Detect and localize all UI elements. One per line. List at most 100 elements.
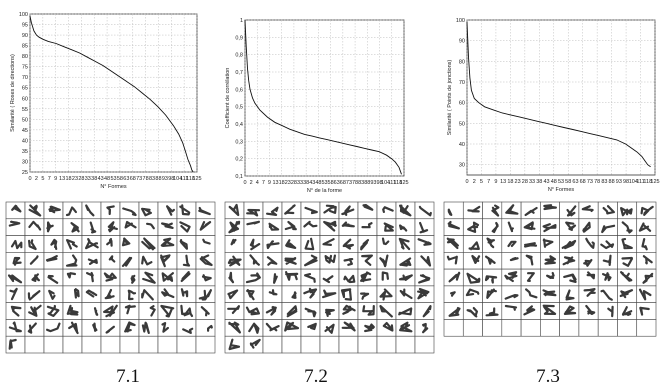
x-tick-label: 125 — [399, 180, 408, 186]
shape-glyph — [485, 307, 499, 317]
shape-glyph — [341, 221, 355, 228]
x-tick-label: 28 — [78, 176, 84, 182]
x-tick-label: 13 — [273, 180, 279, 186]
shape-cell — [62, 268, 83, 287]
y-tick-label: 95 — [22, 23, 28, 29]
shape-glyph — [93, 307, 99, 316]
shape-glyph — [46, 221, 54, 233]
shape-glyph — [124, 321, 136, 333]
shape-glyph — [228, 220, 241, 234]
shape-cell — [462, 235, 483, 253]
shape-glyph — [398, 307, 413, 316]
shape-cell — [62, 201, 83, 220]
shape-glyph — [621, 256, 634, 267]
shape-glyph — [102, 304, 118, 318]
shape-cell — [636, 319, 657, 337]
shape-glyph — [202, 238, 211, 245]
shape-glyph — [448, 306, 461, 317]
shape-cell — [5, 201, 26, 220]
shape-glyph — [639, 306, 650, 316]
shape-cell — [43, 335, 64, 354]
x-tick-label: 88 — [609, 179, 615, 185]
shape-cell — [262, 335, 283, 354]
shape-glyph — [28, 239, 37, 251]
shape-glyph — [182, 254, 191, 267]
shape-cell — [81, 302, 102, 320]
shape-cell — [482, 235, 503, 253]
shape-glyph — [182, 327, 194, 334]
shape-glyph — [70, 222, 80, 233]
shape-glyph — [228, 271, 235, 284]
y-tick-label: 100 — [456, 18, 465, 24]
shape-glyph — [448, 271, 461, 283]
shape-cell — [24, 319, 45, 337]
shape-glyph — [563, 305, 577, 315]
shape-glyph — [523, 221, 536, 231]
x-tick-label: 63 — [334, 180, 340, 186]
shape-grid — [443, 201, 657, 337]
shape-glyph — [341, 205, 355, 216]
shape-cell — [281, 335, 302, 354]
shape-cell — [43, 268, 64, 287]
x-tick-label: 73 — [587, 179, 593, 185]
y-tick-label: 40 — [22, 138, 28, 144]
shape-glyph — [638, 222, 652, 232]
shape-cell — [520, 319, 541, 337]
shape-cell — [443, 302, 464, 320]
shape-glyph — [87, 258, 98, 265]
shape-glyph — [542, 223, 557, 233]
x-tick-label: 118 — [393, 180, 402, 186]
shape-glyph — [124, 220, 137, 229]
x-tick-label: 78 — [143, 176, 149, 182]
shape-cell — [559, 201, 580, 220]
shape-glyph — [227, 305, 240, 314]
shape-cell — [224, 335, 245, 354]
shape-glyph — [361, 254, 373, 266]
shape-glyph — [619, 207, 633, 217]
shape-cell — [5, 335, 26, 354]
shape-grid — [224, 201, 435, 354]
shape-glyph — [422, 322, 429, 334]
x-tick-label: 58 — [565, 179, 571, 185]
shape-cell — [24, 235, 45, 253]
x-tick-label: 43 — [98, 176, 104, 182]
shape-glyph — [7, 274, 23, 284]
x-tick-label: 104 — [629, 179, 638, 185]
shape-glyph — [10, 305, 22, 317]
shape-glyph — [621, 221, 633, 234]
shape-glyph — [524, 288, 538, 299]
x-tick-label: 93 — [616, 179, 622, 185]
shape-glyph — [619, 289, 634, 299]
shape-glyph — [466, 272, 481, 284]
shape-glyph — [160, 237, 175, 247]
x-tick-label: 48 — [551, 179, 557, 185]
y-tick-label: 100 — [19, 12, 28, 18]
shape-cell — [617, 252, 638, 270]
shape-glyph — [249, 254, 260, 266]
shape-glyph — [265, 305, 277, 316]
series-line — [466, 22, 651, 168]
shape-glyph — [585, 304, 596, 315]
shape-glyph — [122, 207, 137, 217]
shape-glyph — [447, 208, 453, 216]
x-tick-label: 43 — [543, 179, 549, 185]
x-tick-label: 2 — [250, 180, 253, 186]
shape-glyph — [284, 220, 297, 231]
shape-glyph — [28, 204, 42, 217]
shape-glyph — [484, 275, 498, 284]
shape-glyph — [543, 204, 558, 211]
y-tick-label: 0,2 — [235, 157, 243, 163]
x-tick-label: 23 — [285, 180, 291, 186]
shape-cell — [338, 268, 359, 287]
x-tick-label: 18 — [65, 176, 71, 182]
series-line — [244, 19, 402, 175]
shape-cell — [617, 302, 638, 320]
shape-glyph — [325, 308, 335, 317]
shape-glyph — [303, 220, 318, 228]
shape-cell — [501, 302, 522, 320]
chart-7.3: 30 40 50 60 70 80 90 100 0 2 5 7 9 13 18 23 28 33 38 43 48 53… — [443, 18, 660, 387]
shape-glyph — [249, 338, 261, 349]
shape-glyph — [607, 305, 614, 318]
shape-cell — [414, 218, 435, 236]
